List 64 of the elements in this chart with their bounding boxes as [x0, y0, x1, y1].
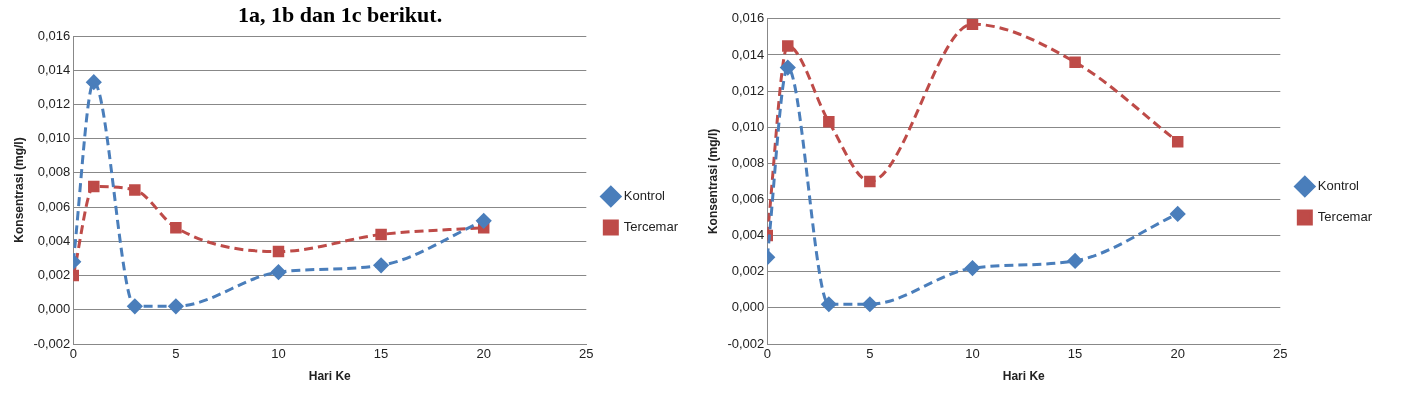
point [780, 60, 796, 76]
x-axis-title: Hari Ke [308, 369, 352, 384]
point [782, 40, 794, 52]
y-tick-label: 0,016 [731, 10, 765, 26]
point [129, 184, 141, 196]
point [823, 116, 835, 128]
point [272, 245, 285, 258]
point [127, 298, 143, 314]
point [966, 18, 979, 30]
point [373, 257, 389, 273]
point [86, 74, 102, 90]
y-tick-label: 0,014 [37, 61, 71, 77]
point [88, 180, 100, 193]
point [375, 228, 387, 241]
x-tick-label: 20 [1170, 346, 1185, 362]
y-tick-label: 0,006 [37, 198, 71, 214]
x-tick-label: 15 [1067, 346, 1083, 362]
y-tick-label: 0,006 [731, 191, 765, 207]
legend-label: Tercemar [623, 219, 679, 235]
legend-label: Tercemar [1317, 209, 1373, 225]
y-axis-title: Konsentrasi (mg/l) [705, 128, 720, 235]
x-tick-label: 5 [172, 346, 180, 362]
point [168, 298, 184, 314]
legend-label: Kontrol [1317, 178, 1360, 194]
x-tick-label: 0 [69, 346, 77, 362]
y-tick-label: 0,000 [37, 301, 71, 317]
point [1170, 206, 1186, 222]
point [1171, 135, 1184, 148]
y-tick-label: 0,004 [731, 227, 765, 243]
y-tick-label: 0,014 [731, 46, 765, 62]
point [864, 175, 876, 188]
y-tick-label: 0,016 [37, 27, 71, 43]
point [964, 260, 980, 276]
y-tick-label: 0,012 [731, 82, 765, 98]
x-tick-label: 25 [1273, 346, 1288, 362]
x-tick-label: 10 [271, 346, 286, 362]
y-tick-label: 0,004 [37, 232, 71, 248]
point [476, 213, 492, 229]
point [1067, 253, 1083, 269]
legend-label: Kontrol [623, 188, 666, 204]
y-tick-label: 0,008 [37, 164, 71, 180]
point [821, 296, 837, 312]
x-tick-label: 15 [373, 346, 389, 362]
y-axis-title: Konsentrasi (mg/l) [11, 137, 26, 243]
point [270, 264, 286, 280]
y-tick-label: 0,000 [731, 299, 765, 315]
x-axis-title: Hari Ke [1002, 369, 1046, 384]
x-tick-label: 25 [579, 346, 594, 362]
y-tick-label: -0,002 [33, 335, 71, 351]
x-tick-label: 20 [476, 346, 491, 362]
y-tick-label: 0,002 [731, 263, 765, 279]
x-tick-label: 0 [763, 346, 771, 362]
point [862, 296, 878, 312]
y-tick-label: 0,012 [37, 96, 71, 112]
point [1069, 56, 1081, 68]
y-tick-label: 0,010 [731, 118, 765, 134]
x-tick-label: 5 [866, 346, 874, 362]
point [170, 221, 182, 234]
x-tick-label: 10 [965, 346, 980, 362]
y-tick-label: 0,010 [37, 130, 71, 146]
y-tick-label: 0,008 [731, 154, 765, 170]
text: 1a, 1b dan 1c berikut. [238, 2, 443, 28]
y-tick-label: 0,002 [37, 267, 71, 283]
y-tick-label: -0,002 [727, 335, 765, 351]
